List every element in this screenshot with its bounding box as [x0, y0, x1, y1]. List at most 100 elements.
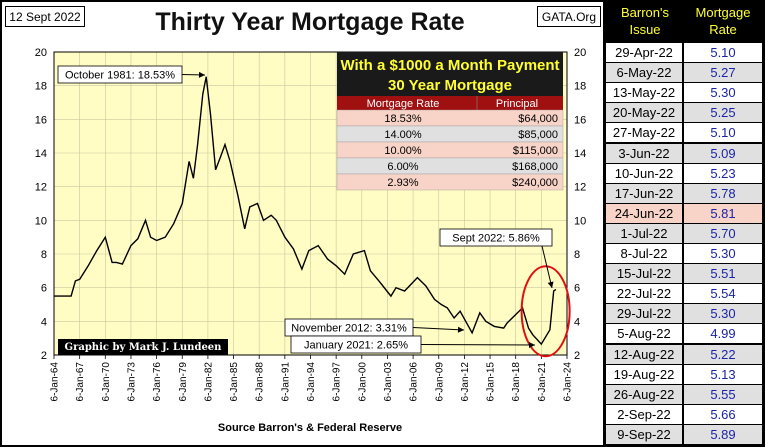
y-axis-left: 2 4 6 8 10 12 14 16 18 20: [35, 47, 47, 362]
issue-date-cell: 15-Jul-22: [606, 264, 682, 284]
header-rate-line1: Mortgage: [695, 5, 751, 20]
x-tick-label: 6-Jan-64: [50, 362, 61, 402]
x-tick-label: 6-Jan-79: [178, 362, 189, 402]
barrons-table-row: 24-Jun-22 5.81: [605, 203, 763, 223]
barrons-table-row: 10-Jun-22 5.23: [605, 163, 763, 183]
y-tick-label-right: 16: [574, 114, 586, 126]
rate-cell: 4.99: [684, 324, 762, 344]
chart-title: Thirty Year Mortgage Rate: [155, 8, 465, 36]
annotation-arrowhead: [547, 281, 554, 288]
payment-principal-cell: $240,000: [512, 177, 558, 189]
annotation: January 2021: 2.65%: [290, 335, 536, 354]
barrons-table: Barron's Issue Mortgage Rate 29-Apr-22 5.…: [605, 2, 763, 445]
x-tick-label: 6-Jan-15: [486, 362, 497, 402]
barrons-table-row: 9-Sep-22 5.89: [605, 424, 763, 444]
barrons-table-row: 26-Aug-22 5.55: [605, 384, 763, 404]
rate-cell: 5.13: [684, 364, 762, 384]
barrons-table-row: 29-Apr-22 5.10: [605, 42, 763, 62]
payment-table-title-line2: 30 Year Mortgage: [388, 77, 512, 94]
barrons-table-row: 8-Jul-22 5.30: [605, 243, 763, 263]
rate-cell: 5.78: [684, 183, 762, 203]
credit-label: Graphic by Mark J. Lundeen: [58, 339, 228, 355]
issue-date-cell: 12-Aug-22: [606, 344, 682, 364]
barrons-table-row: 5-Aug-22 4.99: [605, 323, 763, 344]
barrons-table-row: 6-May-22 5.27: [605, 62, 763, 83]
x-tick-label: 6-Jan-67: [75, 362, 86, 402]
y-tick-label-left: 10: [35, 215, 47, 227]
y-tick-label-left: 4: [41, 316, 47, 328]
rate-cell: 5.10: [684, 123, 762, 143]
annotation-arrowhead: [198, 71, 205, 78]
payment-rate-cell: 10.00%: [384, 145, 422, 157]
rate-cell: 5.54: [684, 284, 762, 304]
issue-date-cell: 3-Jun-22: [606, 143, 682, 163]
payment-table-row: [336, 173, 564, 191]
y-tick-label-right: 14: [574, 148, 586, 160]
issue-date-cell: 9-Sep-22: [606, 424, 682, 444]
issue-date-cell: 29-Jul-22: [606, 304, 682, 324]
payment-table-title-line1: With a $1000 a Month Payment: [340, 57, 559, 74]
barrons-table-row: 27-May-22 5.10: [605, 122, 763, 143]
rate-cell: 5.30: [684, 83, 762, 103]
y-tick-label-left: 8: [41, 249, 47, 261]
payment-rate-cell: 6.00%: [387, 161, 418, 173]
y-tick-label-left: 16: [35, 114, 47, 126]
y-tick-label-right: 8: [574, 249, 580, 261]
y-tick-label-left: 18: [35, 81, 47, 93]
payment-principal-cell: $168,000: [512, 161, 558, 173]
recent-rates-ellipse: [520, 265, 571, 358]
issue-date-cell: 22-Jul-22: [606, 284, 682, 304]
barrons-table-row: 19-Aug-22 5.13: [605, 364, 763, 384]
issue-date-cell: 10-Jun-22: [606, 163, 682, 183]
x-tick-label: 6-Jan-94: [306, 362, 317, 402]
annotation-label: October 1981: 18.53%: [65, 70, 175, 82]
annotations: October 1981: 18.53% Sept 2022: 5.86% Nove…: [57, 65, 554, 354]
mortgage-rate-chart: 2 4 6 8 10 12 14 16 18 20 2 4 6 8 10 12 14 16 18 20 6-Jan-…: [2, 2, 603, 445]
barrons-table-row: 2-Sep-22 5.66: [605, 404, 763, 424]
rate-cell: 5.25: [684, 103, 762, 123]
y-axis-right: 2 4 6 8 10 12 14 16 18 20: [574, 47, 586, 362]
x-axis: 6-Jan-64 6-Jan-67 6-Jan-70 6-Jan-73 6-Jan-76…: [50, 355, 574, 401]
y-tick-label-right: 12: [574, 182, 586, 194]
x-tick-label: 6-Jan-73: [126, 362, 137, 402]
y-tick-label-left: 20: [35, 47, 47, 59]
issue-date-cell: 17-Jun-22: [606, 183, 682, 203]
barrons-table-row: 17-Jun-22 5.78: [605, 183, 763, 203]
x-tick-label: 6-Jan-70: [101, 362, 112, 402]
x-tick-label: 6-Jan-24: [563, 362, 574, 402]
rate-cell: 5.23: [684, 163, 762, 183]
payment-principal-cell: $115,000: [513, 145, 558, 157]
issue-date-cell: 26-Aug-22: [606, 384, 682, 404]
x-tick-label: 6-Jan-82: [203, 362, 214, 402]
barrons-table-row: 15-Jul-22 5.51: [605, 263, 763, 284]
y-tick-label-right: 10: [574, 215, 586, 227]
issue-date-cell: 5-Aug-22: [606, 324, 682, 344]
rate-cell: 5.10: [684, 43, 762, 62]
mortgage-rate-line: [54, 76, 557, 346]
header-issue-line2: Issue: [629, 22, 661, 37]
annotation: Sept 2022: 5.86%: [439, 228, 554, 289]
y-tick-label-right: 2: [574, 350, 580, 362]
rate-cell: 5.22: [684, 344, 762, 364]
annotation-label: January 2021: 2.65%: [304, 340, 408, 352]
x-tick-label: 6-Jan-00: [357, 362, 368, 402]
payment-principal-cell: $85,000: [518, 129, 558, 141]
issue-date-cell: 19-Aug-22: [606, 364, 682, 384]
header-issue-line1: Barron's: [620, 5, 669, 20]
issue-date-cell: 24-Jun-22: [606, 203, 682, 223]
x-tick-label: 6-Jan-12: [460, 362, 471, 402]
x-tick-label: 6-Jan-18: [511, 362, 522, 402]
issue-date-cell: 8-Jul-22: [606, 244, 682, 263]
issue-date-cell: 27-May-22: [606, 123, 682, 143]
y-tick-label-left: 14: [35, 148, 47, 160]
x-tick-label: 6-Jan-97: [332, 362, 343, 402]
issue-date-cell: 20-May-22: [606, 103, 682, 123]
barrons-table-row: 1-Jul-22 5.70: [605, 223, 763, 243]
rate-cell: 5.70: [684, 223, 762, 243]
rate-cell: 5.55: [684, 384, 762, 404]
rate-cell: 5.30: [684, 244, 762, 263]
payment-rate-cell: 18.53%: [384, 113, 422, 125]
annotation-label: Sept 2022: 5.86%: [452, 233, 540, 245]
annotation-arrow: [412, 327, 465, 331]
